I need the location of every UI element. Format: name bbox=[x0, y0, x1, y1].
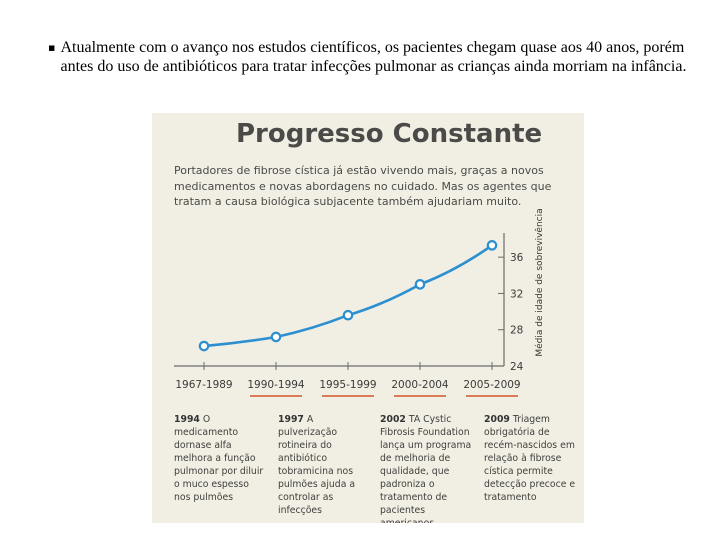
timeline-events: 1994 O medicamento dornase alfa melhora … bbox=[152, 413, 584, 523]
data-point bbox=[414, 279, 426, 290]
event-year: 2002 bbox=[380, 414, 406, 425]
bullet-icon: ▪ bbox=[48, 41, 56, 54]
x-tick-label: 1995-1999 bbox=[319, 379, 376, 391]
figure-subtitle: Portadores de fibrose cística já estão v… bbox=[174, 164, 552, 208]
event-2009: 2009 Triagem obrigatória de recém-nascid… bbox=[484, 413, 576, 504]
figure-title: Progresso Constante bbox=[236, 119, 543, 149]
x-tick-label: 1967-1989 bbox=[175, 379, 232, 391]
event-text: A pulverização rotineira do antibiótico … bbox=[278, 414, 356, 516]
slide-text: ▪ Atualmente com o avanço nos estudos ci… bbox=[48, 38, 688, 76]
event-1997: 1997 A pulverização rotineira do antibió… bbox=[278, 413, 370, 517]
y-axis-label: Média de idade de sobrevivência bbox=[534, 208, 545, 356]
x-tick-label: 2000-2004 bbox=[391, 379, 449, 391]
event-2002: 2002 TA Cystic Fibrosis Foundation lança… bbox=[380, 413, 478, 523]
data-point bbox=[198, 340, 210, 352]
event-text: Triagem obrigatória de recém-nascidos em… bbox=[484, 414, 576, 503]
data-point bbox=[342, 309, 354, 321]
infographic-figure: Progresso Constante Portadores de fibros… bbox=[152, 113, 584, 523]
y-tick-label: 32 bbox=[510, 288, 523, 300]
event-year: 2009 bbox=[484, 414, 510, 425]
data-point bbox=[486, 240, 498, 251]
event-year: 1997 bbox=[278, 414, 304, 425]
y-tick-label: 24 bbox=[510, 361, 524, 373]
y-tick-label: 36 bbox=[510, 252, 524, 264]
event-text: TA Cystic Fibrosis Foundation lança um p… bbox=[380, 414, 472, 523]
event-1994: 1994 O medicamento dornase alfa melhora … bbox=[174, 413, 264, 504]
slide-paragraph: Atualmente com o avanço nos estudos cien… bbox=[60, 39, 687, 75]
series-line bbox=[202, 244, 494, 348]
event-year: 1994 bbox=[174, 414, 200, 425]
x-tick-label: 1990-1994 bbox=[247, 379, 305, 391]
y-tick-label: 28 bbox=[510, 325, 523, 337]
survival-line-chart: 1967-1989 1990-1994 1995-1999 2000-2004 2005… bbox=[174, 208, 545, 397]
event-text: O medicamento dornase alfa melhora a fun… bbox=[174, 414, 264, 503]
x-tick-label: 2005-2009 bbox=[463, 379, 520, 391]
data-point bbox=[270, 331, 282, 343]
